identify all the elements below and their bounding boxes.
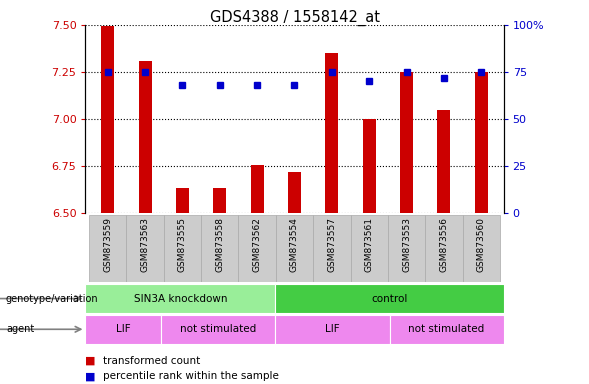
Text: GSM873557: GSM873557 [327, 217, 336, 272]
Text: not stimulated: not stimulated [180, 324, 257, 334]
Bar [164, 215, 201, 282]
Text: GSM873553: GSM873553 [402, 217, 411, 272]
Text: LIF: LIF [325, 324, 340, 334]
Text: GSM873556: GSM873556 [439, 217, 448, 272]
Text: GSM873559: GSM873559 [103, 217, 112, 272]
Bar [239, 215, 276, 282]
Bar [161, 315, 276, 344]
Bar [276, 284, 504, 313]
Bar [127, 215, 164, 282]
Text: ■: ■ [85, 356, 96, 366]
Bar [400, 72, 413, 213]
Text: LIF: LIF [116, 324, 131, 334]
Bar [89, 215, 127, 282]
Bar [213, 188, 226, 213]
Bar [138, 61, 152, 213]
Text: GSM873560: GSM873560 [477, 217, 486, 272]
Bar [251, 165, 264, 213]
Bar [462, 215, 500, 282]
Text: ■: ■ [85, 371, 96, 381]
Bar [437, 110, 451, 213]
Text: control: control [371, 293, 408, 304]
Bar [425, 215, 462, 282]
Text: GSM873554: GSM873554 [290, 217, 299, 272]
Bar [363, 119, 376, 213]
Bar [288, 172, 301, 213]
Text: percentile rank within the sample: percentile rank within the sample [103, 371, 279, 381]
Bar [389, 315, 504, 344]
Text: transformed count: transformed count [103, 356, 200, 366]
Bar [176, 188, 189, 213]
Bar [201, 215, 239, 282]
Bar [85, 284, 276, 313]
Text: SIN3A knockdown: SIN3A knockdown [134, 293, 227, 304]
Bar [276, 215, 313, 282]
Bar [313, 215, 350, 282]
Text: not stimulated: not stimulated [408, 324, 485, 334]
Text: GSM873558: GSM873558 [216, 217, 224, 272]
Text: genotype/variation: genotype/variation [6, 293, 98, 304]
Bar [325, 53, 338, 213]
Text: GDS4388 / 1558142_at: GDS4388 / 1558142_at [210, 10, 379, 26]
Text: GSM873555: GSM873555 [178, 217, 187, 272]
Text: GSM873563: GSM873563 [141, 217, 150, 272]
Text: GSM873561: GSM873561 [365, 217, 373, 272]
Bar [276, 315, 389, 344]
Bar [85, 315, 161, 344]
Bar [388, 215, 425, 282]
Bar [350, 215, 388, 282]
Bar [475, 72, 488, 213]
Text: agent: agent [6, 324, 34, 334]
Bar [101, 26, 114, 213]
Text: GSM873562: GSM873562 [253, 217, 262, 272]
